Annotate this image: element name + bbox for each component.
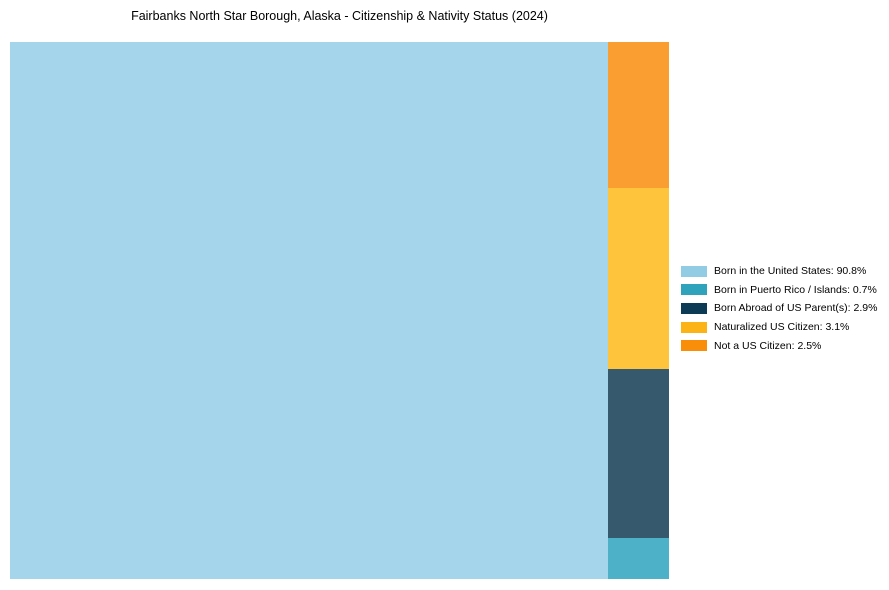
legend-swatch-puerto-rico <box>681 284 707 296</box>
treemap-block-born-in-us <box>10 42 608 579</box>
legend-swatch-born-in-us <box>681 265 707 277</box>
treemap-block-not-us-citizen <box>608 42 669 188</box>
treemap-block-born-abroad <box>608 369 669 538</box>
treemap-block-puerto-rico <box>608 538 669 579</box>
legend-item-naturalized: Naturalized US Citizen: 3.1% <box>681 318 877 337</box>
legend-item-puerto-rico: Born in Puerto Rico / Islands: 0.7% <box>681 281 877 300</box>
chart-title: Fairbanks North Star Borough, Alaska - C… <box>131 9 548 23</box>
legend-item-born-abroad: Born Abroad of US Parent(s): 2.9% <box>681 299 877 318</box>
legend-item-label: Naturalized US Citizen: 3.1% <box>714 321 850 334</box>
legend-swatch-naturalized <box>681 321 707 333</box>
legend-item-label: Born in Puerto Rico / Islands: 0.7% <box>714 283 877 296</box>
legend-item-born-in-us: Born in the United States: 90.8% <box>681 262 877 281</box>
legend-swatch-not-us-citizen <box>681 340 707 352</box>
legend-swatch-born-abroad <box>681 302 707 314</box>
legend-item-label: Born in the United States: 90.8% <box>714 265 867 278</box>
legend: Born in the United States: 90.8% Born in … <box>681 262 877 355</box>
treemap-plot <box>10 42 669 579</box>
legend-item-label: Born Abroad of US Parent(s): 2.9% <box>714 302 878 315</box>
legend-item-not-us-citizen: Not a US Citizen: 2.5% <box>681 336 877 355</box>
legend-item-label: Not a US Citizen: 2.5% <box>714 339 822 352</box>
treemap-block-naturalized <box>608 188 669 369</box>
